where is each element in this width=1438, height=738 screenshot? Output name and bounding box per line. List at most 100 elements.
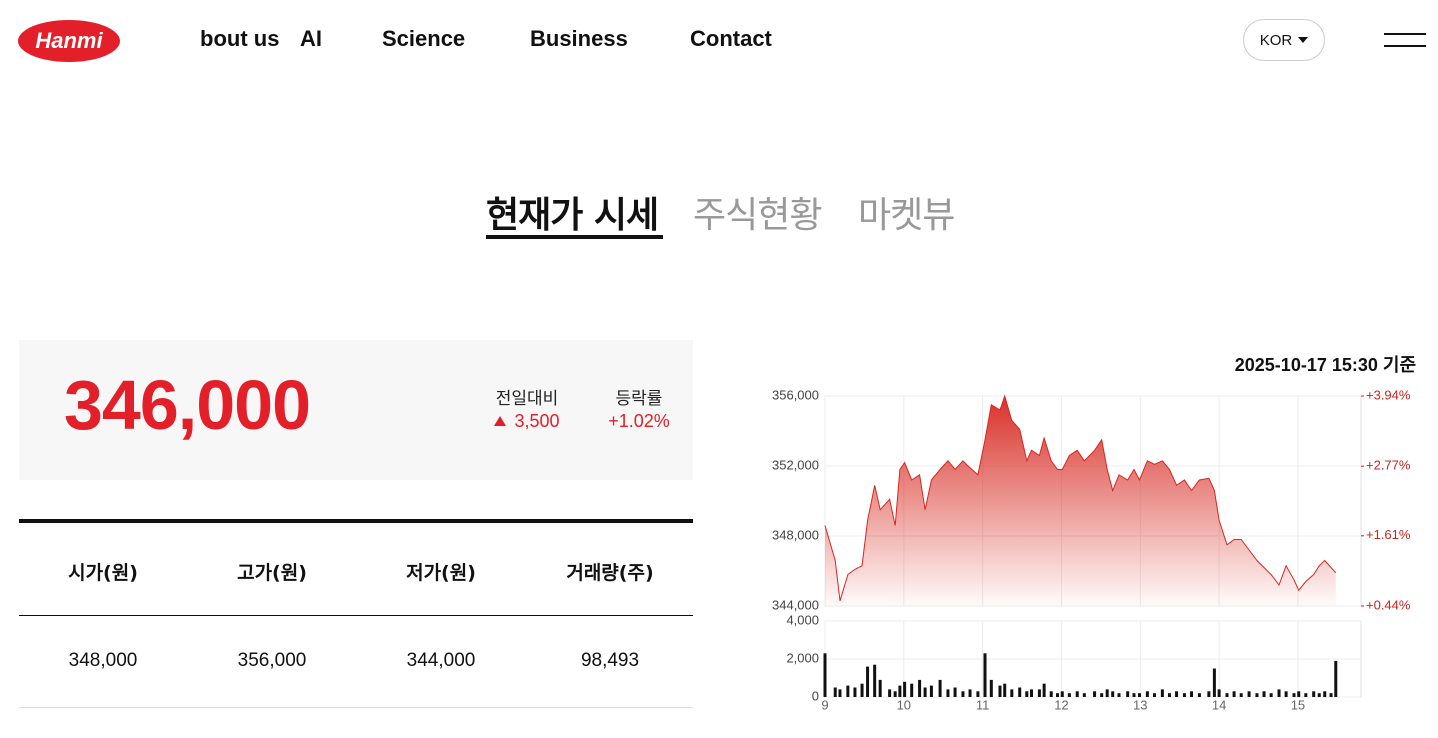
volume-bar: [938, 679, 942, 697]
volume-bar: [860, 683, 864, 697]
volume-bar: [1105, 689, 1109, 697]
volume-bar: [1323, 691, 1327, 697]
volume-bar: [1312, 691, 1316, 697]
volume-bar: [1182, 693, 1186, 697]
quote-box: [19, 340, 693, 480]
volume-bar: [1138, 693, 1142, 697]
volume-bar: [853, 687, 857, 697]
volume-bar: [1255, 693, 1259, 697]
volume-bar: [903, 681, 907, 697]
tab[interactable]: 현재가 시세: [486, 195, 659, 236]
nav-link[interactable]: bout us: [200, 26, 280, 51]
volume-bar: [1197, 693, 1201, 697]
volume-bar: [1334, 660, 1338, 697]
volume-bar: [1075, 691, 1079, 697]
volume-bar: [1247, 691, 1251, 697]
volume-bar: [1304, 693, 1308, 697]
volume-bar: [1111, 691, 1115, 697]
x-tick-label: 14: [1212, 697, 1226, 712]
table-cell: 348,000: [68, 650, 138, 671]
timestamp: 2025-10-17 15:30 기준: [1234, 355, 1416, 375]
volume-bar: [888, 689, 892, 697]
nav-link[interactable]: Business: [530, 26, 628, 51]
volume-bar: [1030, 689, 1034, 697]
volume-bar: [1100, 693, 1104, 697]
volume-bar: [1269, 693, 1273, 697]
table-rule: [19, 707, 693, 708]
volume-bar: [989, 679, 993, 697]
volume-bar: [929, 685, 933, 697]
volume-bar: [1175, 691, 1179, 697]
change-label: 전일대비: [495, 389, 559, 409]
volume-bar: [1132, 693, 1136, 697]
nav-link[interactable]: AI: [300, 26, 322, 51]
logo[interactable]: Hanmi: [18, 20, 120, 62]
volume-bar: [1207, 691, 1211, 697]
rate-value: +1.02%: [608, 411, 670, 431]
current-price: 346,000: [64, 366, 311, 444]
volume-bar: [953, 687, 957, 697]
y2-tick-label: +3.94%: [1366, 387, 1411, 402]
change-value: 3,500: [472, 411, 582, 432]
volume-bar: [1284, 691, 1288, 697]
price-area: [825, 396, 1336, 606]
table-cell: 356,000: [237, 650, 307, 671]
volume-bar: [1232, 691, 1236, 697]
language-select[interactable]: KOR: [1243, 19, 1325, 61]
volume-bar: [866, 666, 870, 697]
tab[interactable]: 주식현황: [693, 195, 822, 236]
volume-bar: [846, 685, 850, 697]
volume-bar: [1277, 689, 1281, 697]
volume-bar: [1056, 693, 1060, 697]
volume-bar: [1212, 668, 1216, 697]
table-header: 고가(원): [237, 562, 307, 584]
y2-tick-label: +2.77%: [1366, 458, 1411, 473]
volume-bar: [1093, 691, 1097, 697]
volume-bar: [1003, 683, 1007, 697]
volume-bar: [1167, 693, 1171, 697]
volume-bar: [1239, 693, 1243, 697]
nav-link[interactable]: Contact: [690, 26, 772, 51]
volume-bar: [961, 691, 965, 697]
rate-label: 등락률: [615, 389, 663, 409]
volume-bar: [1160, 689, 1164, 697]
price-line: [824, 394, 1337, 601]
volume-bar: [983, 653, 987, 697]
y-tick-label: 352,000: [772, 457, 819, 472]
menu-icon[interactable]: [1384, 45, 1426, 47]
volume-bar: [873, 664, 877, 697]
volume-bar: [1117, 693, 1121, 697]
tab[interactable]: 마켓뷰: [858, 195, 955, 236]
x-tick-label: 10: [897, 697, 911, 712]
volume-bar: [1049, 691, 1053, 697]
volume-bar: [1145, 691, 1149, 697]
tab-underline: [486, 235, 663, 239]
volume-bar: [823, 653, 827, 697]
y-tick-label: 348,000: [772, 527, 819, 542]
nav-link[interactable]: Science: [382, 26, 466, 51]
volume-bar: [1025, 691, 1029, 697]
y-tick-label: 356,000: [772, 387, 819, 402]
volume-bar: [1217, 689, 1221, 697]
volume-bar: [1262, 691, 1266, 697]
volume-bar: [1042, 683, 1046, 697]
volume-bar: [1152, 693, 1156, 697]
volume-bar: [968, 689, 972, 697]
x-tick-label: 13: [1133, 697, 1147, 712]
volume-bar: [1060, 691, 1064, 697]
volume-bar: [1190, 691, 1194, 697]
table-header: 저가(원): [406, 562, 476, 584]
up-icon: [494, 416, 507, 426]
menu-icon[interactable]: [1384, 33, 1426, 35]
volume-bar: [833, 687, 837, 697]
x-tick-label: 11: [976, 697, 990, 712]
volume-bar: [1067, 693, 1071, 697]
x-tick-label: 15: [1291, 697, 1305, 712]
volume-bar: [1037, 689, 1041, 697]
volume-bar: [1329, 693, 1333, 697]
language: KOR: [1259, 31, 1293, 49]
table-rule: [19, 615, 693, 616]
volume-bar: [1126, 691, 1130, 697]
volume-bar: [946, 689, 950, 697]
